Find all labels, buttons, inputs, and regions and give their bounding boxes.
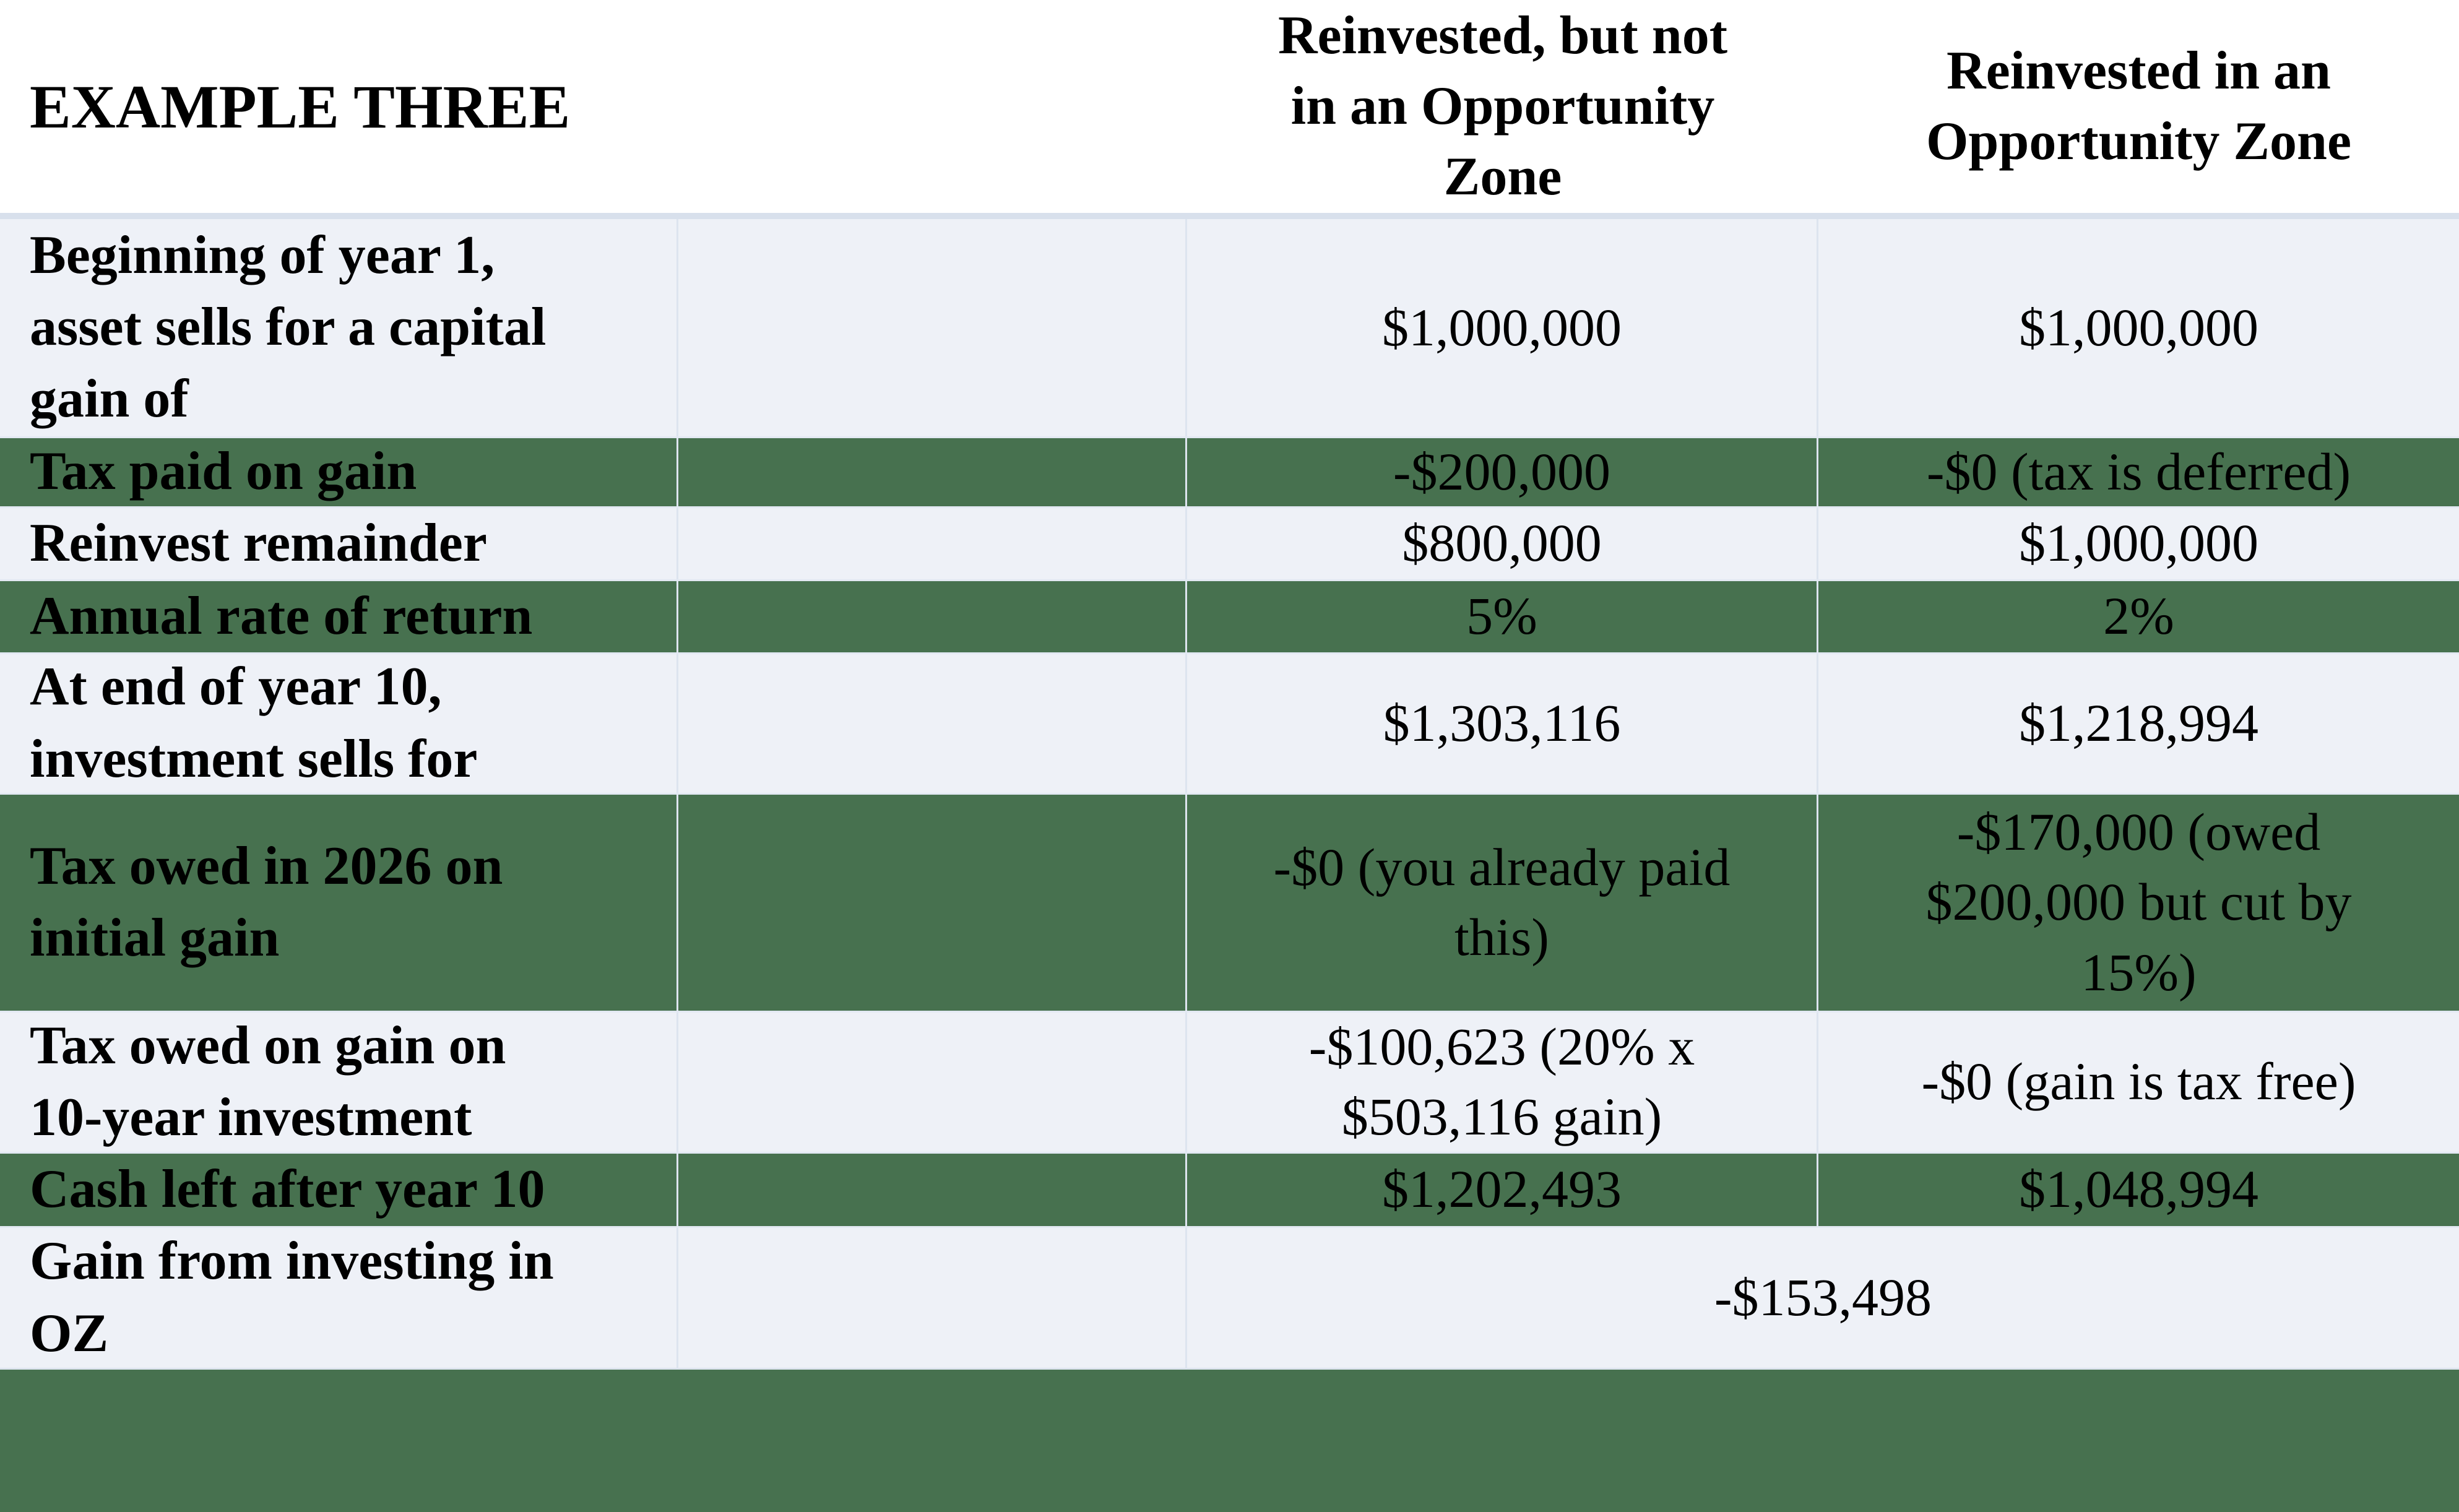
row-spacer xyxy=(678,508,1187,579)
table-row-tax-paid: Tax paid on gain -$200,000 -$0 (tax is d… xyxy=(0,436,2459,506)
row-spacer xyxy=(678,438,1187,506)
row-label: Tax owed in 2026 on initial gain xyxy=(0,794,678,1011)
row-label: Reinvest remainder xyxy=(0,508,678,579)
table-row-oz-gain: Gain from investing in OZ -$153,498 xyxy=(0,1225,2459,1368)
row-value-merged: -$153,498 xyxy=(1714,1267,1932,1327)
row-value-oz: -$0 (gain is tax free) xyxy=(1921,1052,2356,1112)
row-spacer xyxy=(678,654,1187,793)
row-label: Cash left after year 10 xyxy=(0,1153,678,1226)
row-value-oz: 2% xyxy=(2103,586,2174,646)
row-value-oz: $1,218,994 xyxy=(2019,693,2258,753)
table-row-cash-left: Cash left after year 10 $1,202,493 $1,04… xyxy=(0,1151,2459,1226)
table-row-capital-gain: Beginning of year 1, asset sells for a c… xyxy=(0,213,2459,436)
row-spacer xyxy=(678,1012,1187,1152)
row-spacer xyxy=(678,1153,1187,1226)
row-value-not-oz: 5% xyxy=(1187,581,1818,652)
row-label: Annual rate of return xyxy=(0,581,678,652)
table-row-annual-rate: Annual rate of return 5% 2% xyxy=(0,579,2459,652)
row-value-oz: $1,000,000 xyxy=(2019,297,2258,357)
header-row: EXAMPLE THREE Reinvested, but not in an … xyxy=(0,0,2459,214)
row-spacer xyxy=(678,581,1187,652)
row-label: Gain from investing in OZ xyxy=(0,1227,678,1368)
row-value-not-oz: -$200,000 xyxy=(1187,438,1818,506)
row-value-not-oz: $1,000,000 xyxy=(1187,219,1818,436)
row-value-not-oz: $800,000 xyxy=(1187,508,1818,579)
row-label: Tax paid on gain xyxy=(0,438,678,506)
table-title: EXAMPLE THREE xyxy=(30,72,571,141)
row-label: Beginning of year 1, asset sells for a c… xyxy=(0,219,678,436)
row-value-not-oz: -$100,623 (20% x $503,116 gain) xyxy=(1187,1012,1818,1152)
table-row-reinvest-remainder: Reinvest remainder $800,000 $1,000,000 xyxy=(0,506,2459,579)
header-col-oz: Reinvested in an Opportunity Zone xyxy=(1925,40,2352,172)
row-label: At end of year 10, investment sells for xyxy=(0,654,678,793)
row-value-oz: -$0 (tax is deferred) xyxy=(1926,441,2351,501)
table-row-tax-10yr-gain: Tax owed on gain on 10-year investment -… xyxy=(0,1010,2459,1152)
header-spacer xyxy=(678,0,1187,213)
row-value-not-oz: $1,202,493 xyxy=(1187,1153,1818,1226)
row-value-oz: $1,000,000 xyxy=(2019,513,2258,573)
row-value-oz: -$170,000 (owed $200,000 but cut by 15%) xyxy=(1925,801,2352,1002)
footer-bar xyxy=(0,1367,2459,1512)
row-value-not-oz: -$0 (you already paid this) xyxy=(1187,794,1818,1011)
row-spacer xyxy=(678,794,1187,1011)
row-value-oz: $1,048,994 xyxy=(2019,1159,2258,1219)
row-spacer xyxy=(678,219,1187,436)
table-row-year10-sale: At end of year 10, investment sells for … xyxy=(0,652,2459,793)
row-value-not-oz: $1,303,116 xyxy=(1187,654,1818,793)
table-row-tax-2026: Tax owed in 2026 on initial gain -$0 (yo… xyxy=(0,792,2459,1011)
header-col-not-oz: Reinvested, but not in an Opportunity Zo… xyxy=(1277,5,1728,207)
row-spacer xyxy=(678,1227,1187,1368)
row-label: Tax owed on gain on 10-year investment xyxy=(0,1012,678,1152)
